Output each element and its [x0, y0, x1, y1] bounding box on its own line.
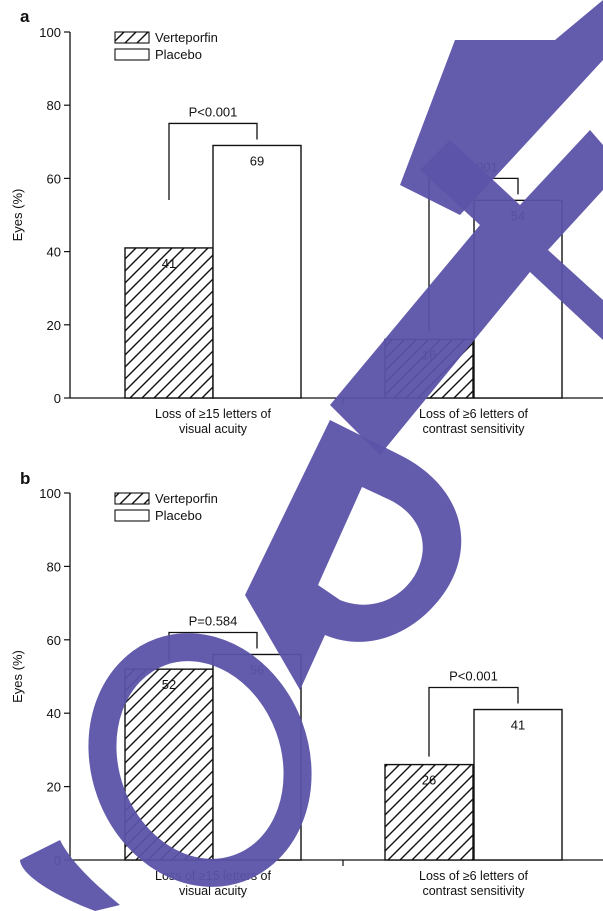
legend-label-verteporfin: Verteporfin [155, 30, 218, 45]
legend-swatch-placebo [115, 49, 149, 60]
y-tick-label: 100 [39, 25, 61, 40]
y-tick-label: 40 [47, 245, 61, 260]
legend-swatch-verteporfin [115, 493, 149, 504]
panel-label: b [20, 469, 30, 488]
data-label: 41 [162, 256, 176, 271]
y-tick-label: 0 [54, 391, 61, 406]
significance-label: P<0.001 [449, 669, 498, 684]
legend-label-placebo: Placebo [155, 47, 202, 62]
data-label: 26 [422, 773, 436, 788]
data-label: 41 [511, 718, 525, 733]
y-tick-label: 60 [47, 171, 61, 186]
y-tick-label: 20 [47, 780, 61, 795]
y-tick-label: 80 [47, 559, 61, 574]
y-tick-label: 60 [47, 633, 61, 648]
y-tick-label: 80 [47, 98, 61, 113]
y-axis-label: Eyes (%) [10, 650, 25, 703]
watermark-letter-p [245, 420, 461, 690]
data-label: 69 [250, 153, 264, 168]
legend-label-verteporfin: Verteporfin [155, 491, 218, 506]
bar-placebo-0 [213, 145, 301, 398]
category-label: Loss of ≥15 letters of [155, 407, 271, 421]
y-axis-label: Eyes (%) [10, 189, 25, 242]
legend-swatch-placebo [115, 510, 149, 521]
significance-label: P<0.001 [189, 104, 238, 119]
y-tick-label: 40 [47, 706, 61, 721]
category-label: Loss of ≥6 letters of [419, 869, 529, 883]
data-label: 52 [162, 677, 176, 692]
category-label: contrast sensitivity [422, 422, 525, 436]
y-tick-label: 20 [47, 318, 61, 333]
legend: Verteporfin Placebo [115, 30, 218, 62]
panel-label: a [20, 7, 30, 26]
category-label: contrast sensitivity [422, 884, 525, 898]
significance-label: P=0.584 [189, 613, 238, 628]
category-label: Loss of ≥6 letters of [419, 407, 529, 421]
legend-swatch-verteporfin [115, 32, 149, 43]
y-tick-label: 100 [39, 486, 61, 501]
legend: Verteporfin Placebo [115, 491, 218, 523]
legend-label-placebo: Placebo [155, 508, 202, 523]
category-label: visual acuity [179, 422, 248, 436]
